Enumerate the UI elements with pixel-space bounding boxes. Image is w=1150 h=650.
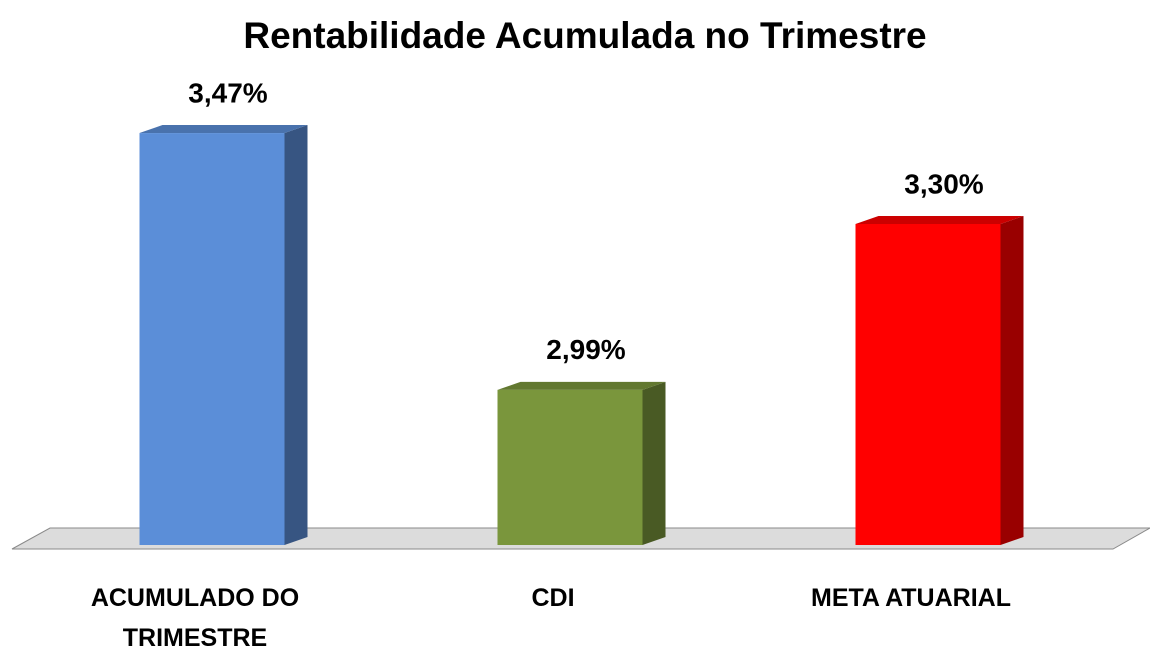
bar	[497, 389, 643, 545]
bar-side	[642, 381, 666, 545]
bar	[139, 133, 285, 546]
bar	[855, 224, 1001, 545]
bar-side	[284, 125, 308, 546]
chart-title: Rentabilidade Acumulada no Trimestre	[243, 15, 926, 56]
category-label: META ATUARIAL	[811, 584, 1011, 612]
value-label: 2,99%	[546, 334, 625, 365]
bar-top	[855, 216, 1024, 224]
value-label: 3,30%	[904, 168, 983, 199]
category-label: ACUMULADO DO TRIMESTRE	[90, 584, 300, 650]
value-label: 3,47%	[188, 77, 267, 108]
category-label: CDI	[531, 584, 575, 612]
bar-top	[497, 381, 666, 390]
bar-side	[1000, 216, 1024, 545]
bar-top	[139, 125, 308, 134]
